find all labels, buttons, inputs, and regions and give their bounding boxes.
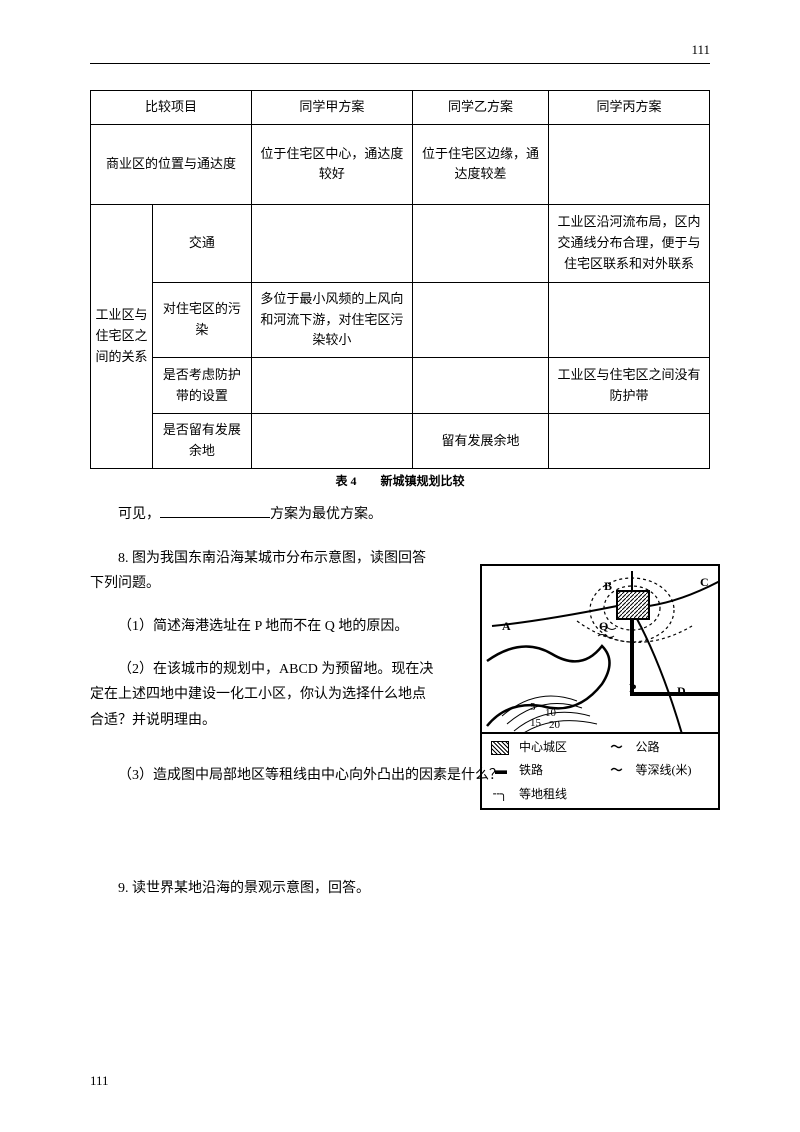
q9-text: 9. 读世界某地沿海的景观示意图，回答。 — [90, 876, 710, 901]
th-bing: 同学丙方案 — [549, 91, 710, 125]
cell — [412, 204, 548, 282]
map-label-b: B — [604, 576, 612, 598]
map-svg — [482, 566, 720, 734]
table-row: 工业区与住宅区之间的关系 交通 工业区沿河流布局，区内交通线分布合理，便于与住宅… — [91, 204, 710, 282]
cell — [412, 282, 548, 357]
legend-highway: 公路 — [636, 737, 715, 759]
map-label-d: D — [677, 681, 686, 703]
map-label-a: A — [502, 616, 511, 638]
table-row: 对住宅区的污染 多位于最小风频的上风向和河流下游，对住宅区污染较小 — [91, 282, 710, 357]
cell — [549, 414, 710, 469]
legend-rent: 等地租线 — [519, 784, 598, 806]
cell-sublabel: 对住宅区的污染 — [152, 282, 251, 357]
conclusion-prefix: 可见， — [118, 507, 160, 522]
map-label-q: Q — [599, 616, 608, 638]
q8-part1: （1）简述海港选址在 P 地而不在 Q 地的原因。 — [90, 614, 437, 639]
cell-sublabel: 交通 — [152, 204, 251, 282]
cell: 工业区与住宅区之间没有防护带 — [549, 358, 710, 414]
map-figure: A B C D P Q 5 10 15 20 中心城区 〜 公路 ▬ 铁路 〜 … — [480, 564, 720, 811]
blank-field[interactable] — [160, 504, 270, 518]
cell: 多位于最小风频的上风向和河流下游，对住宅区污染较小 — [251, 282, 412, 357]
contour-icon: 〜 — [603, 760, 631, 782]
map-label-p: P — [629, 678, 636, 700]
map-legend: 中心城区 〜 公路 ▬ 铁路 〜 等深线(米) ╌╮ 等地租线 — [480, 734, 720, 811]
cell-sublabel: 是否留有发展余地 — [152, 414, 251, 469]
cell: 留有发展余地 — [412, 414, 548, 469]
table-caption: 表 4 新城镇规划比较 — [90, 471, 710, 493]
table-row: 商业区的位置与通达度 位于住宅区中心，通达度较好 位于住宅区边缘，通达度较差 — [91, 124, 710, 204]
cell: 工业区沿河流布局，区内交通线分布合理，便于与住宅区联系和对外联系 — [549, 204, 710, 282]
hatch-icon — [486, 737, 514, 759]
legend-contour: 等深线(米) — [636, 760, 715, 782]
cell-sublabel: 是否考虑防护带的设置 — [152, 358, 251, 414]
cell-label: 商业区的位置与通达度 — [91, 124, 252, 204]
th-jia: 同学甲方案 — [251, 91, 412, 125]
conclusion-line: 可见， 方案为最优方案。 — [90, 502, 710, 527]
rail-icon: ▬ — [486, 760, 514, 782]
page-number-top: 111 — [90, 38, 710, 64]
cell — [251, 204, 412, 282]
contour-20: 20 — [549, 716, 560, 734]
wave-icon: 〜 — [603, 737, 631, 759]
page-number-bottom: 111 — [90, 1069, 109, 1092]
conclusion-suffix: 方案为最优方案。 — [270, 507, 382, 522]
table-row: 是否考虑防护带的设置 工业区与住宅区之间没有防护带 — [91, 358, 710, 414]
cell — [251, 414, 412, 469]
cell-group-label: 工业区与住宅区之间的关系 — [91, 204, 153, 468]
cell: 位于住宅区边缘，通达度较差 — [412, 124, 548, 204]
cell: 位于住宅区中心，通达度较好 — [251, 124, 412, 204]
table-header-row: 比较项目 同学甲方案 同学乙方案 同学丙方案 — [91, 91, 710, 125]
th-compare: 比较项目 — [91, 91, 252, 125]
legend-railway: 铁路 — [519, 760, 598, 782]
cell — [412, 358, 548, 414]
cell — [549, 282, 710, 357]
dash-icon: ╌╮ — [486, 784, 514, 806]
comparison-table: 比较项目 同学甲方案 同学乙方案 同学丙方案 商业区的位置与通达度 位于住宅区中… — [90, 90, 710, 469]
question-8-block: 8. 图为我国东南沿海某城市分布示意图，读图回答下列问题。 （1）简述海港选址在… — [90, 546, 710, 733]
map-frame: A B C D P Q 5 10 15 20 — [480, 564, 720, 734]
th-yi: 同学乙方案 — [412, 91, 548, 125]
cell — [251, 358, 412, 414]
table-row: 是否留有发展余地 留有发展余地 — [91, 414, 710, 469]
contour-15: 15 — [530, 714, 541, 734]
q8-part2: （2）在该城市的规划中，ABCD 为预留地。现在决定在上述四地中建设一化工小区，… — [90, 657, 437, 733]
cell — [549, 124, 710, 204]
q8-intro: 8. 图为我国东南沿海某城市分布示意图，读图回答下列问题。 — [90, 546, 437, 596]
legend-center: 中心城区 — [519, 737, 598, 759]
map-label-c: C — [700, 572, 709, 594]
